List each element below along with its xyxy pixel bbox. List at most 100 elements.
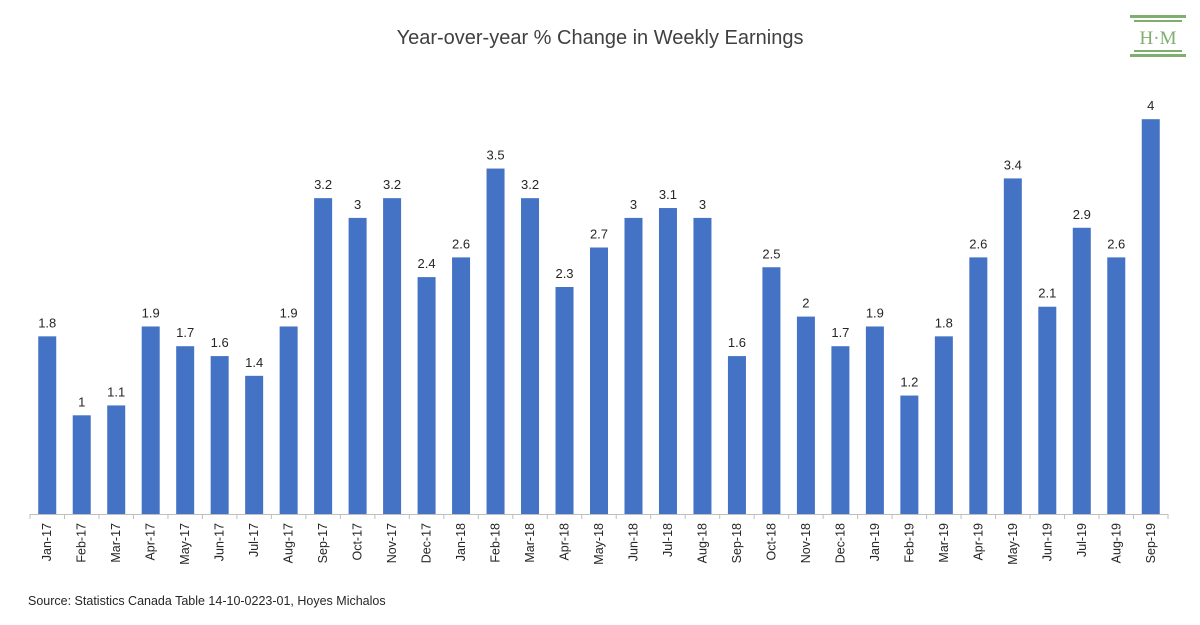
data-label: 1.6 (728, 335, 746, 350)
data-label: 2.9 (1073, 207, 1091, 222)
source-note: Source: Statistics Canada Table 14-10-02… (28, 594, 386, 608)
data-label: 3.4 (1004, 157, 1022, 172)
data-label: 2.6 (452, 236, 470, 251)
data-label: 1.4 (245, 355, 263, 370)
chart-title: Year-over-year % Change in Weekly Earnin… (396, 27, 804, 49)
bar-nov-18 (796, 316, 815, 514)
bar-apr-17 (141, 326, 160, 514)
data-label: 2.4 (418, 256, 436, 271)
bar-apr-19 (969, 257, 988, 514)
data-label: 2 (802, 296, 809, 311)
x-tick-label: Oct-17 (351, 523, 365, 561)
bar-jan-19 (865, 326, 884, 514)
data-label: 3 (699, 197, 706, 212)
x-tick-label: Feb-17 (75, 523, 89, 563)
svg-text:H·M: H·M (1140, 28, 1177, 49)
x-tick-label: Apr-18 (558, 523, 572, 561)
x-tick-label: Aug-17 (282, 523, 296, 563)
brand-logo: H·M (1128, 13, 1188, 59)
x-tick-label: Mar-19 (937, 523, 951, 563)
data-label: 3 (354, 197, 361, 212)
x-tick-label: Nov-18 (799, 523, 813, 563)
data-label: 3.2 (383, 177, 401, 192)
x-tick-label: Dec-18 (833, 523, 847, 563)
bar-oct-18 (762, 267, 781, 514)
data-label: 4 (1147, 98, 1154, 113)
bar-feb-18 (486, 168, 505, 515)
data-label: 3 (630, 197, 637, 212)
data-label: 3.5 (487, 148, 505, 163)
data-label: 1.7 (831, 325, 849, 340)
data-label: 1 (78, 394, 85, 409)
bar-aug-18 (693, 217, 712, 514)
data-label: 1.6 (211, 335, 229, 350)
data-label: 1.8 (935, 315, 953, 330)
data-label: 1.1 (107, 384, 125, 399)
x-tick-label: Aug-19 (1109, 523, 1123, 563)
x-tick-label: Aug-18 (695, 523, 709, 563)
bar-may-19 (1003, 178, 1022, 515)
data-label: 3.2 (521, 177, 539, 192)
bar-jul-19 (1072, 227, 1091, 514)
bar-jun-19 (1038, 306, 1057, 514)
bar-jun-17 (210, 356, 229, 514)
x-tick-label: Sep-17 (316, 523, 330, 563)
bar-may-17 (176, 346, 195, 514)
bar-feb-19 (900, 395, 919, 514)
x-tick-label: Jun-19 (1040, 523, 1054, 561)
bar-aug-19 (1107, 257, 1126, 514)
bar-apr-18 (555, 286, 574, 514)
bar-sep-18 (727, 356, 746, 514)
x-tick-label: Jul-18 (661, 523, 675, 557)
x-tick-label: Jun-17 (213, 523, 227, 561)
bar-mar-18 (521, 198, 540, 514)
x-tick-label: Feb-19 (902, 523, 916, 563)
data-label: 2.6 (969, 236, 987, 251)
x-tick-label: Jan-18 (454, 523, 468, 561)
x-tick-label: Sep-19 (1144, 523, 1158, 563)
bar-aug-17 (279, 326, 298, 514)
data-label: 2.3 (555, 266, 573, 281)
data-label: 2.5 (762, 246, 780, 261)
x-tick-label: Jan-17 (40, 523, 54, 561)
x-tick-label: Mar-17 (109, 523, 123, 563)
data-label: 1.9 (280, 305, 298, 320)
x-tick-label: May-18 (592, 523, 606, 565)
bar-jul-17 (245, 375, 264, 514)
data-label: 1.7 (176, 325, 194, 340)
x-tick-label: Oct-18 (764, 523, 778, 561)
data-label: 3.1 (659, 187, 677, 202)
x-tick-label: Apr-17 (144, 523, 158, 561)
data-label: 2.6 (1107, 236, 1125, 251)
bar-feb-17 (72, 415, 91, 514)
bar-nov-17 (383, 198, 402, 514)
bar-sep-19 (1141, 119, 1160, 514)
data-label: 2.7 (590, 227, 608, 242)
data-label: 2.1 (1038, 286, 1056, 301)
bar-mar-19 (934, 336, 953, 514)
bar-jan-17 (38, 336, 57, 514)
bar-dec-18 (831, 346, 850, 514)
bar-oct-17 (348, 217, 367, 514)
x-tick-label: Feb-18 (489, 523, 503, 563)
x-tick-label: Jul-19 (1075, 523, 1089, 557)
data-label: 3.2 (314, 177, 332, 192)
bar-jun-18 (624, 217, 643, 514)
data-label: 1.9 (142, 305, 160, 320)
bar-dec-17 (417, 277, 436, 514)
x-tick-label: Apr-19 (971, 523, 985, 561)
bar-sep-17 (314, 198, 333, 514)
x-tick-label: Nov-17 (385, 523, 399, 563)
bar-jul-18 (658, 208, 677, 514)
data-label: 1.9 (866, 305, 884, 320)
x-tick-label: Dec-17 (420, 523, 434, 563)
x-tick-label: Mar-18 (523, 523, 537, 563)
x-tick-label: Jun-18 (626, 523, 640, 561)
data-label: 1.8 (38, 315, 56, 330)
bar-mar-17 (107, 405, 126, 514)
x-tick-label: Jul-17 (247, 523, 261, 557)
x-tick-label: Jan-19 (868, 523, 882, 561)
data-label: 1.2 (900, 375, 918, 390)
x-tick-label: May-19 (1006, 523, 1020, 565)
